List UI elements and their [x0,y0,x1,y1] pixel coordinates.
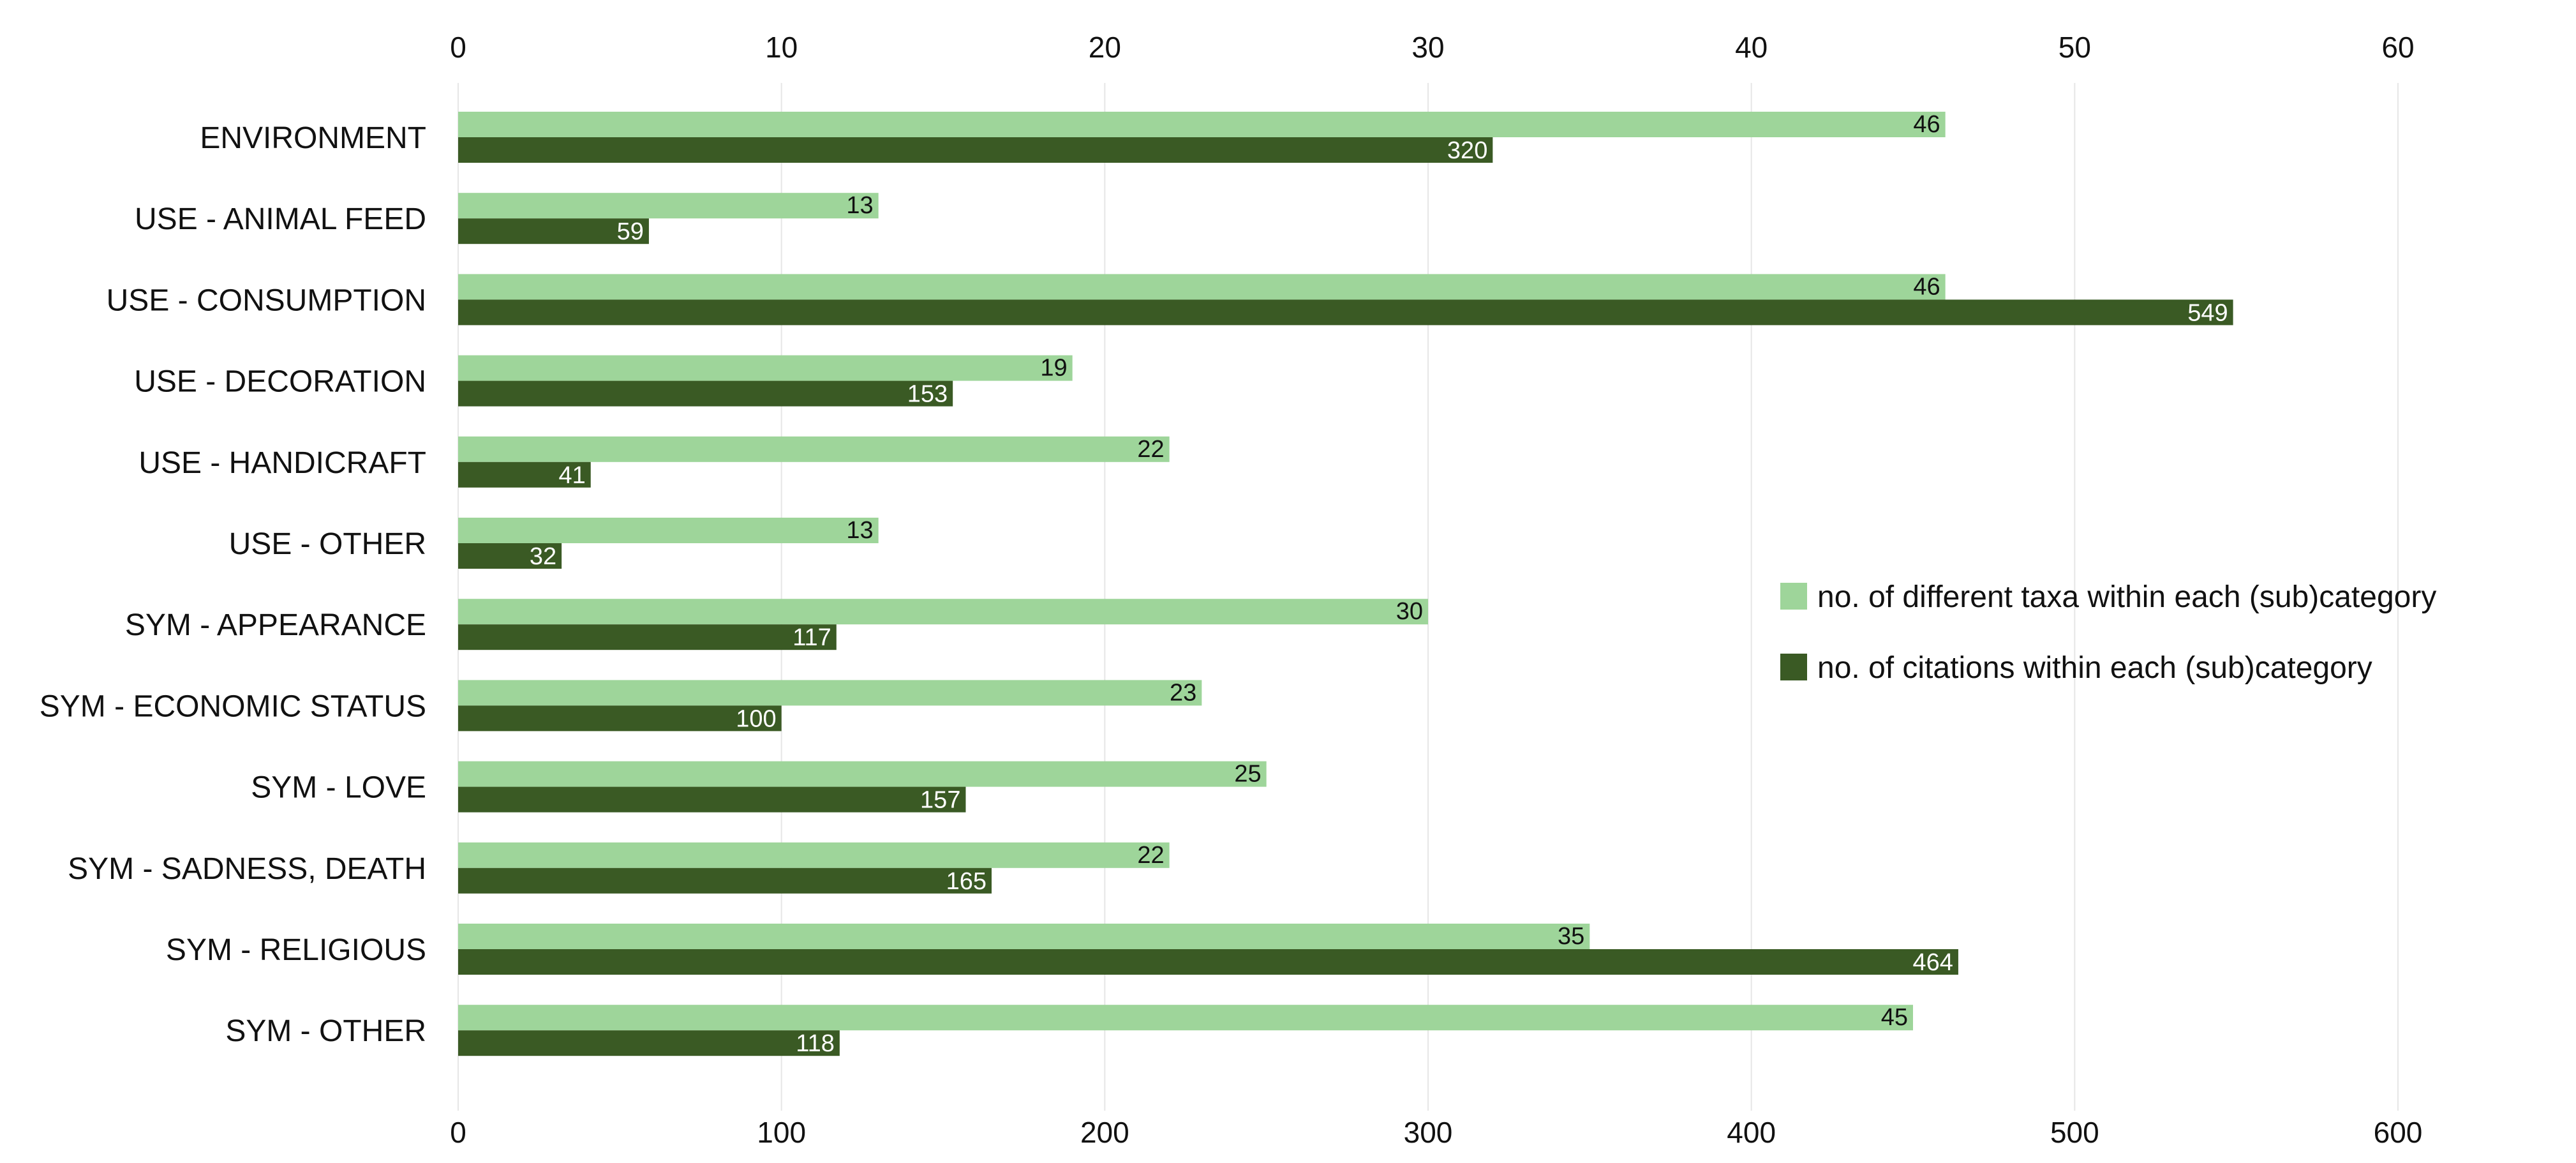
bar-taxa [458,518,879,543]
category-labels: ENVIRONMENT USE - ANIMAL FEED USE - CONSUM… [40,121,426,1048]
top-tick-label: 10 [765,31,798,64]
category-label: ENVIRONMENT [200,121,426,155]
category-label: SYM - ECONOMIC STATUS [40,689,426,723]
bar-taxa-value: 19 [1040,355,1067,382]
bars: 46 320 13 59 46 549 19 153 22 41 13 32 30 117 23 100 25 1… [458,111,2233,1057]
legend: no. of different taxa within each (sub)c… [1780,580,2436,685]
bar-citations-value: 59 [617,218,644,245]
legend-swatch-citations [1780,654,1807,680]
bar-taxa [458,842,1170,868]
bar-citations-value: 153 [907,381,948,408]
bottom-tick-label: 500 [2050,1116,2099,1149]
bar-taxa-value: 30 [1396,598,1423,625]
bar-citations-value: 157 [920,787,960,814]
bottom-tick-label: 100 [757,1116,806,1149]
top-tick-label: 0 [450,31,466,64]
bar-citations [458,543,562,569]
legend-swatch-taxa [1780,583,1807,610]
bottom-tick-label: 600 [2374,1116,2423,1149]
bar-taxa [458,436,1170,462]
bar-taxa-value: 13 [846,517,873,544]
bar-citations [458,949,1958,975]
top-tick-label: 40 [1735,31,1768,64]
bar-citations-value: 549 [2187,299,2228,326]
category-label: SYM - APPEARANCE [125,608,426,642]
bar-taxa [458,274,1946,300]
bar-taxa [458,924,1590,949]
top-tick-label: 20 [1089,31,1121,64]
category-label: USE - DECORATION [134,365,426,399]
bar-citations [458,705,782,732]
bottom-tick-label: 400 [1727,1116,1776,1149]
bar-citations-value: 32 [530,543,556,570]
bar-taxa-value: 22 [1137,436,1164,463]
category-label: SYM - SADNESS, DEATH [68,852,426,886]
gridlines [458,83,2399,1111]
bottom-tick-label: 0 [450,1116,466,1149]
bottom-tick-label: 200 [1080,1116,1129,1149]
bar-taxa [458,1005,1913,1031]
bar-citations-value: 320 [1447,137,1487,164]
bar-taxa [458,112,1946,137]
bar-citations [458,218,649,244]
bar-taxa-value: 25 [1234,761,1261,788]
bar-taxa-value: 46 [1913,273,1940,300]
bar-taxa [458,761,1267,787]
bar-taxa [458,599,1428,625]
bottom-tick-label: 300 [1404,1116,1453,1149]
bar-citations-value: 117 [793,624,831,651]
bar-citations-value: 100 [736,705,776,732]
bar-taxa-value: 22 [1137,842,1164,869]
bar-citations [458,867,992,894]
top-tick-label: 60 [2381,31,2414,64]
bar-taxa [458,193,879,219]
bar-taxa [458,355,1073,381]
bar-citations [458,299,2233,326]
category-label: USE - ANIMAL FEED [135,202,426,236]
bar-citations [458,624,837,650]
top-tick-label: 50 [2059,31,2091,64]
category-label: SYM - LOVE [251,771,426,805]
bar-taxa [458,680,1202,706]
bar-citations [458,786,966,813]
bar-taxa-value: 13 [846,192,873,219]
bar-taxa-value: 45 [1881,1004,1908,1031]
bar-citations [458,461,591,488]
category-label: SYM - RELIGIOUS [166,933,426,967]
top-axis: 0 10 20 30 40 50 60 [450,31,2414,64]
top-tick-label: 30 [1411,31,1444,64]
bar-citations-value: 41 [558,462,585,489]
category-label: SYM - OTHER [225,1014,426,1048]
bar-citations-value: 165 [946,868,986,895]
category-label: USE - CONSUMPTION [107,283,426,317]
bar-taxa-value: 46 [1913,111,1940,138]
legend-label-taxa: no. of different taxa within each (sub)c… [1817,580,2436,614]
category-label: USE - HANDICRAFT [138,446,426,480]
bar-citations [458,380,953,407]
bottom-axis: 0 100 200 300 400 500 600 [450,1116,2422,1149]
bar-citations [458,1030,840,1056]
bar-taxa-value: 35 [1558,923,1584,950]
bar-taxa-value: 23 [1170,679,1196,706]
category-label: USE - OTHER [229,527,426,561]
legend-label-citations: no. of citations within each (sub)catego… [1817,651,2372,685]
bar-citations [458,137,1493,163]
bar-citations-value: 118 [796,1030,835,1057]
bar-citations-value: 464 [1913,949,1953,976]
